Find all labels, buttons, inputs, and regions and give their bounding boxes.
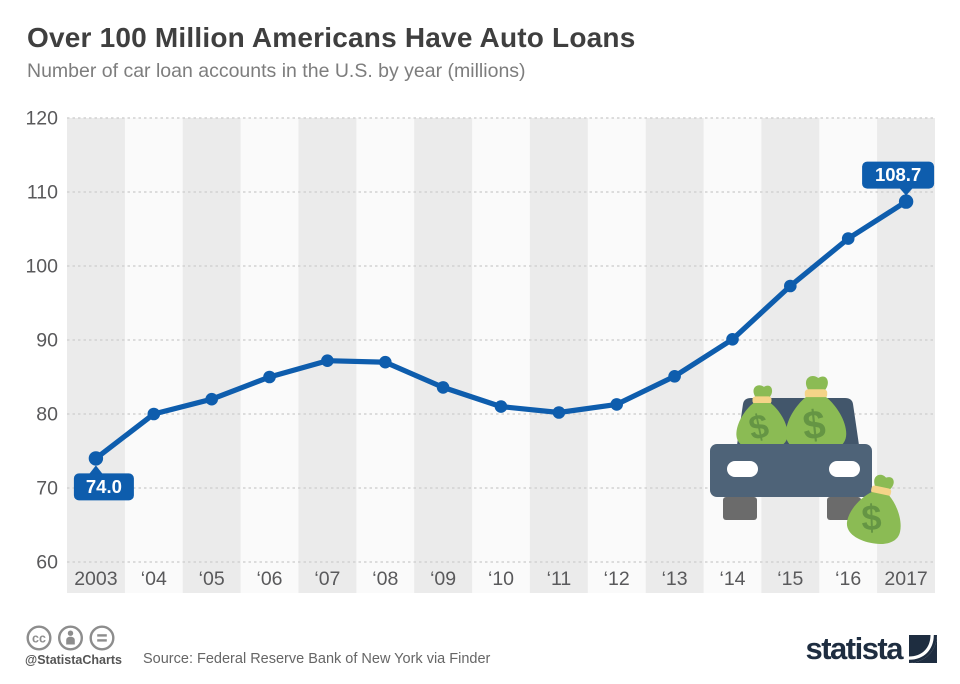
value-callout: 74.0 [73, 465, 134, 501]
money-bag-icon: $ [736, 385, 788, 451]
svg-text:‘14: ‘14 [719, 568, 745, 590]
svg-text:100: 100 [25, 256, 58, 278]
footer: cc @StatistaCharts Source: Federal Reser… [0, 615, 960, 684]
svg-text:‘10: ‘10 [488, 568, 514, 590]
attribution-person-icon [58, 625, 84, 651]
no-derivatives-icon [89, 625, 115, 651]
svg-text:90: 90 [36, 330, 58, 352]
svg-text:cc: cc [32, 632, 46, 646]
svg-text:2003: 2003 [74, 568, 117, 590]
money-bag-icon: $ [785, 376, 847, 454]
y-axis-labels: 60 70 80 90 100 110 120 [25, 108, 58, 574]
svg-text:‘12: ‘12 [604, 568, 630, 590]
svg-text:‘07: ‘07 [314, 568, 340, 590]
money-bag-icon: $ [846, 474, 901, 544]
svg-text:‘15: ‘15 [777, 568, 803, 590]
statista-wordmark: statista [805, 631, 903, 666]
chart-subtitle: Number of car loan accounts in the U.S. … [27, 60, 526, 82]
svg-text:80: 80 [36, 404, 58, 426]
statista-logo: statista [805, 633, 937, 664]
chart-title: Over 100 Million Americans Have Auto Loa… [27, 22, 636, 53]
svg-text:‘11: ‘11 [547, 568, 572, 590]
source-text: Source: Federal Reserve Bank of New York… [143, 651, 491, 667]
svg-text:‘09: ‘09 [430, 568, 456, 590]
creative-commons-license-icons: cc [26, 625, 115, 651]
svg-text:‘05: ‘05 [199, 568, 225, 590]
svg-text:‘06: ‘06 [256, 568, 282, 590]
svg-text:$: $ [861, 497, 882, 539]
data-points [88, 194, 914, 466]
svg-text:74.0: 74.0 [86, 476, 122, 497]
svg-text:‘08: ‘08 [372, 568, 398, 590]
svg-text:2017: 2017 [884, 568, 927, 590]
car-body [710, 444, 872, 497]
wheel-left [723, 497, 757, 520]
svg-text:108.7: 108.7 [875, 164, 921, 185]
headlight-right-icon [829, 461, 860, 477]
svg-text:‘04: ‘04 [141, 568, 167, 590]
gridlines [67, 117, 935, 563]
svg-text:60: 60 [36, 552, 58, 574]
svg-text:$: $ [801, 401, 828, 449]
svg-text:70: 70 [36, 478, 58, 500]
auto-loans-line-chart: 60 70 80 90 100 110 120 2003 ‘04 ‘05 ‘06 ‘07 ‘08 ‘09 ‘… [25, 108, 935, 593]
creative-commons-icon: cc [26, 625, 52, 651]
svg-text:110: 110 [27, 182, 58, 204]
statista-logo-icon [909, 634, 937, 663]
headlight-left-icon [727, 461, 758, 477]
plot-bands [67, 118, 935, 593]
value-callout: 108.7 [862, 161, 935, 196]
statista-charts-handle: @StatistaCharts [25, 653, 122, 667]
x-axis-labels: 2003 ‘04 ‘05 ‘06 ‘07 ‘08 ‘09 ‘10 ‘11 ‘12 ‘13 ‘14 ‘15… [74, 568, 928, 590]
svg-text:120: 120 [25, 108, 58, 130]
svg-text:‘13: ‘13 [662, 568, 688, 590]
svg-text:‘16: ‘16 [835, 568, 861, 590]
car-money-bags-illustration: $ $ $ [710, 376, 901, 544]
